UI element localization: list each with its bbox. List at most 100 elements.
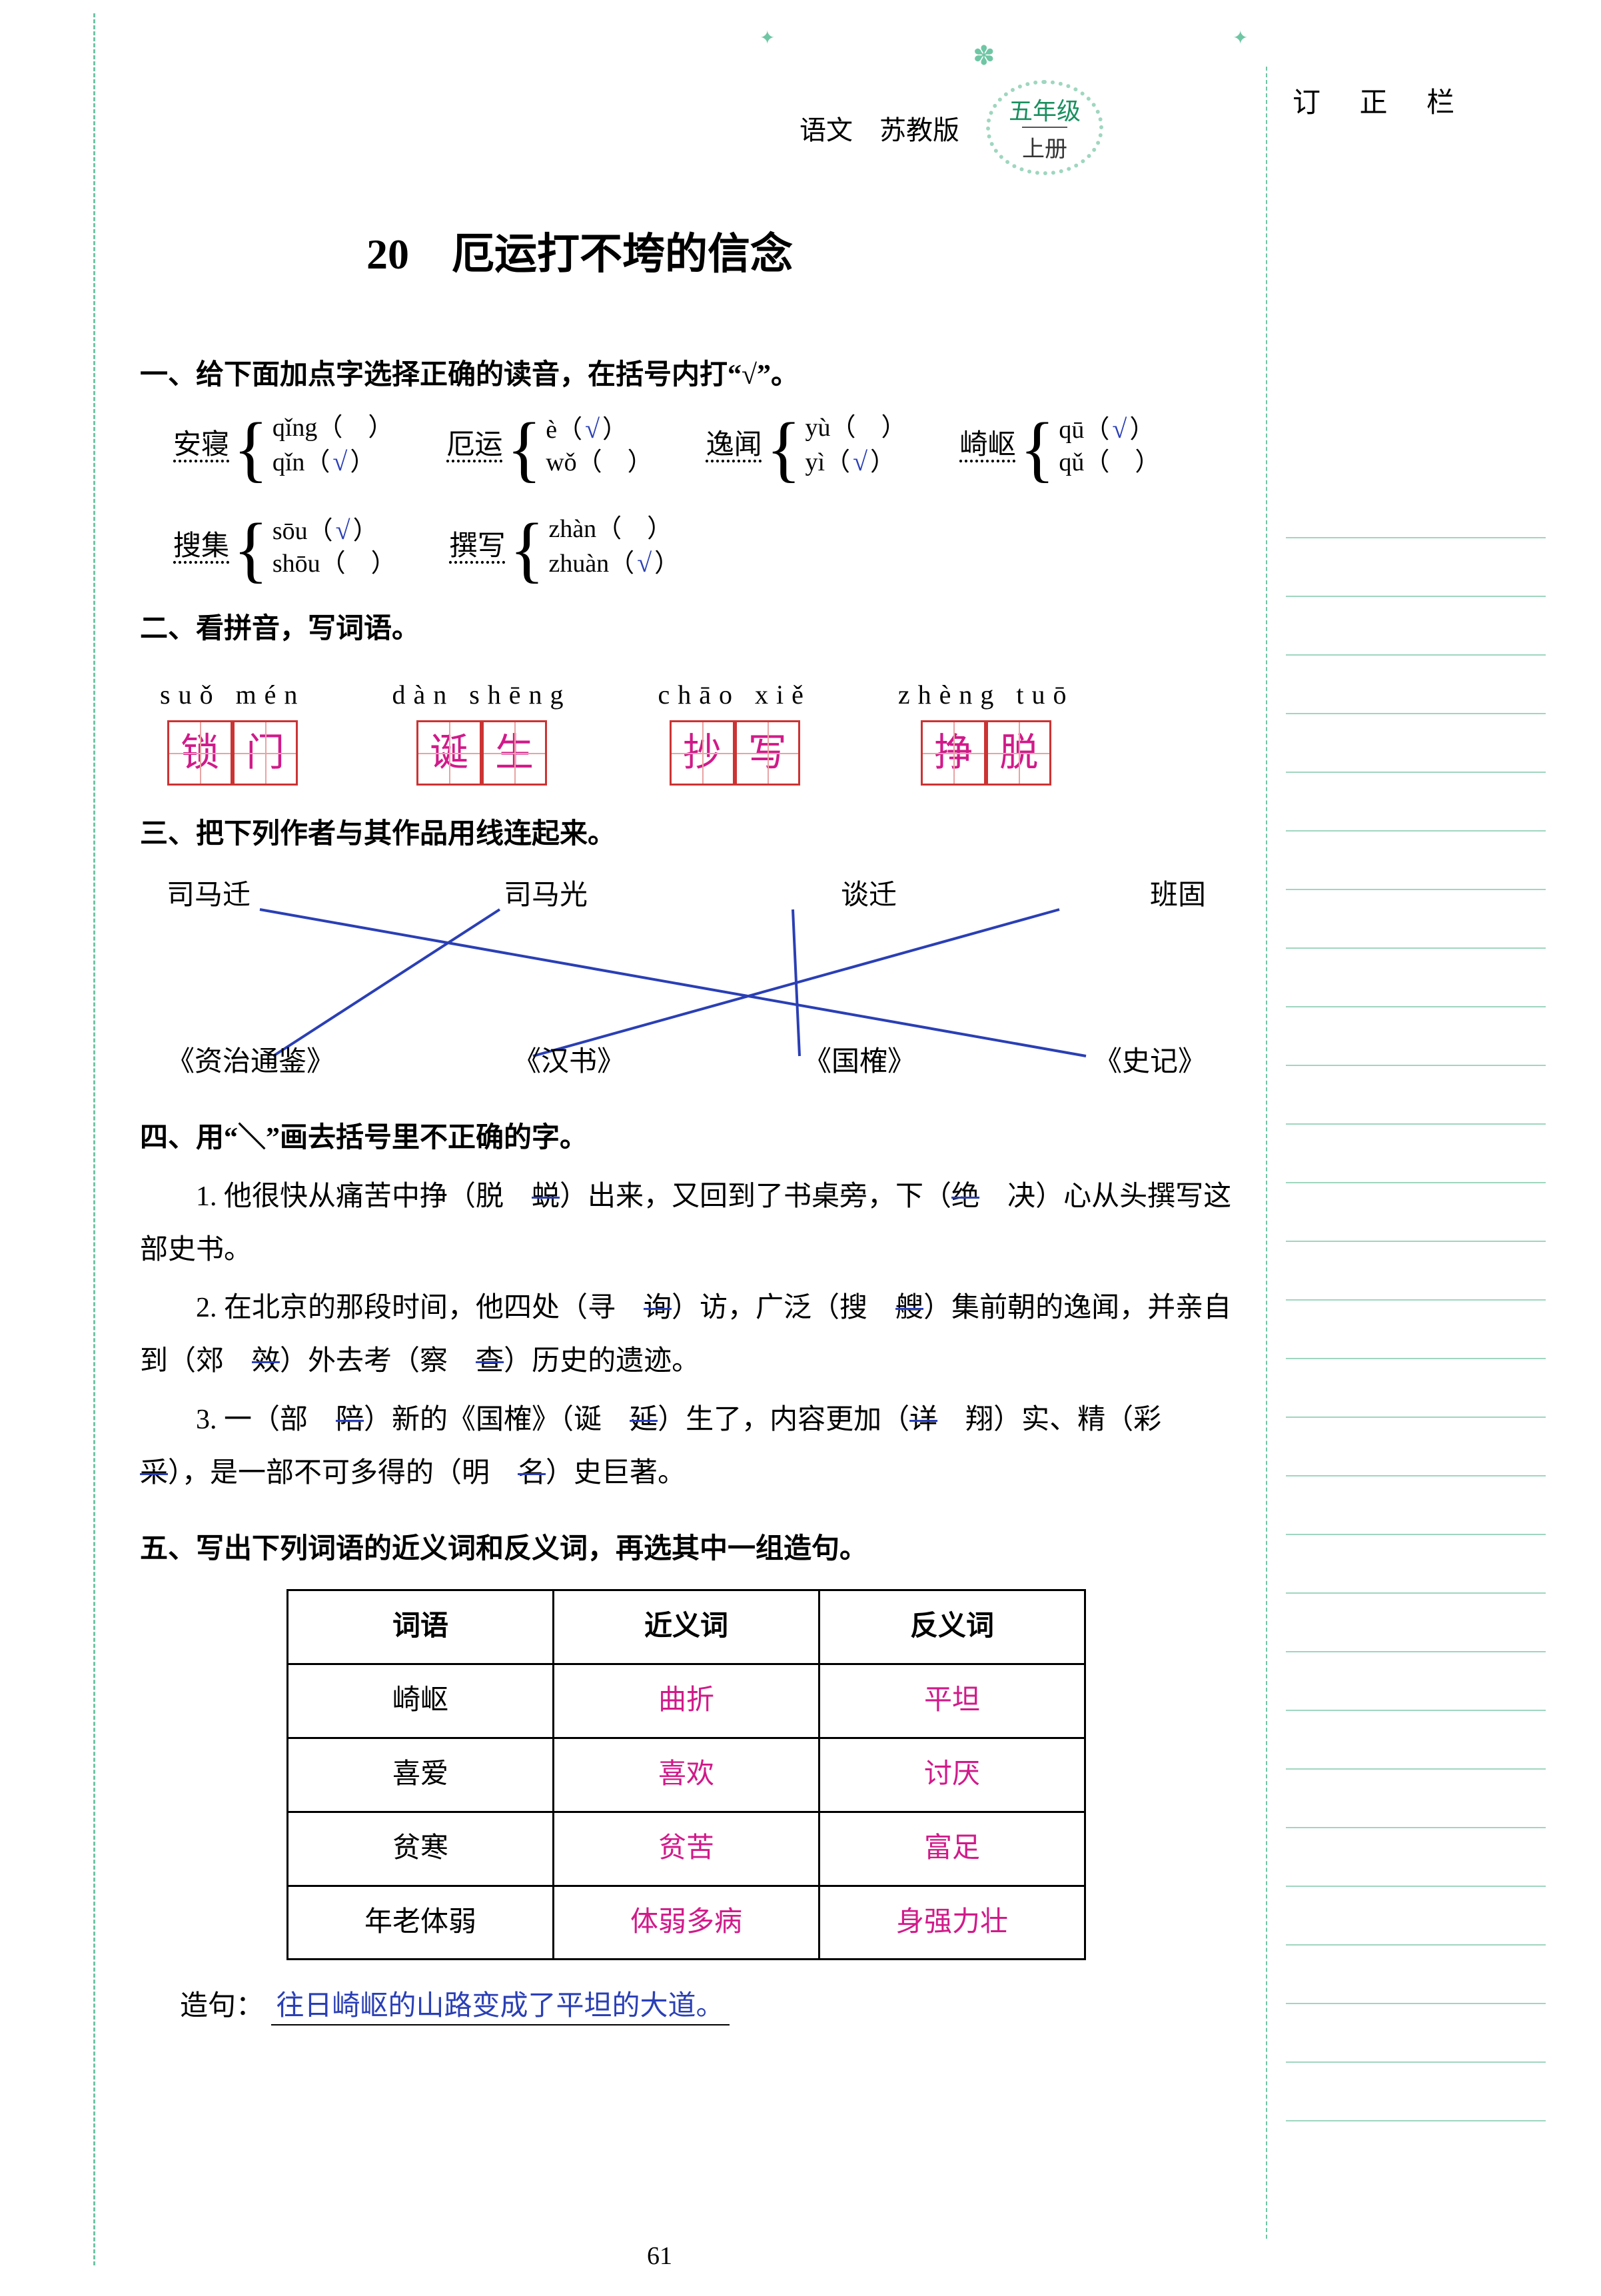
q5-synonym: 体弱多病 [554, 1886, 819, 1960]
q4-text: 3. 一（部 [196, 1405, 336, 1435]
brace-icon: { [233, 419, 268, 478]
q1-item: 搜集 { sōu（√） shōu（ ） [173, 513, 396, 581]
brace-icon: { [766, 419, 801, 478]
q5-synonym: 喜欢 [554, 1738, 819, 1812]
q5-word: 喜爱 [288, 1738, 554, 1812]
q1-word: 撰写 [450, 520, 506, 574]
q1-word: 搜集 [173, 520, 229, 574]
q2-heading: 二、看拼音，写词语。 [140, 603, 1233, 656]
q5-antonym: 平坦 [819, 1664, 1085, 1738]
correction-column-title: 订 正 栏 [1293, 80, 1546, 121]
q4-body: 1. 他很快从痛苦中挣（脱 蜕）出来，又回到了书桌旁，下（绝 决）心从头撰写这部… [140, 1171, 1233, 1500]
table-row: 崎岖 曲折 平坦 [288, 1664, 1085, 1738]
q5-antonym: 身强力壮 [819, 1886, 1085, 1960]
q4-text: ）访，广泛（搜 [672, 1293, 895, 1323]
q1-options: sōu（√） shōu（ ） [272, 513, 396, 581]
page-header: 语文 苏教版 五年级 上册 [800, 80, 1266, 175]
table-row: 贫寒 贫苦 富足 [288, 1812, 1085, 1886]
q5-antonym: 富足 [819, 1812, 1085, 1886]
grade-top: 五年级 [1009, 92, 1081, 127]
left-dashed-margin [93, 13, 95, 2265]
q5-synonym: 曲折 [554, 1664, 819, 1738]
q3-heading: 三、把下列作者与其作品用线连起来。 [140, 808, 1233, 861]
brace-icon: { [510, 520, 545, 578]
q4-strike: 详 [909, 1405, 937, 1435]
q4-strike: 名 [518, 1458, 546, 1488]
q4-text: ），是一部不可多得的（明 [168, 1458, 518, 1488]
q5-word: 崎岖 [288, 1664, 554, 1738]
q1-item: 逸闻 { yù（ ） yì（√） [706, 412, 907, 480]
table-row: 年老体弱 体弱多病 身强力壮 [288, 1886, 1085, 1960]
q2-row: suǒ mén 锁门 dàn shēng 诞生 chāo xiě 抄写 zhèn… [160, 670, 1233, 786]
q1-item: 安寝 { qǐng（ ） qǐn（√） [173, 412, 393, 480]
q5-table: 词语 近义词 反义词 崎岖 曲折 平坦 喜爱 喜欢 讨厌 贫寒 贫苦 富足 年老… [286, 1589, 1086, 1960]
q1-item: 厄运 { è（√） wǒ（ ） [446, 412, 652, 480]
q5-synonym: 贫苦 [554, 1812, 819, 1886]
q1-options: yù（ ） yì（√） [805, 412, 907, 480]
brace-icon: { [506, 419, 542, 478]
q1-word: 崎岖 [960, 419, 1016, 472]
q4-strike: 艘 [895, 1293, 923, 1323]
q4-text: ）出来，又回到了书桌旁，下（ [560, 1181, 951, 1212]
q4-strike: 询 [644, 1293, 672, 1323]
q1-word: 厄运 [446, 419, 502, 472]
q5-antonym: 讨厌 [819, 1738, 1085, 1812]
q1-options: qǐng（ ） qǐn（√） [272, 412, 394, 480]
q1-item: 撰写 { zhàn（ ） zhuàn（√） [450, 513, 680, 581]
q2-item: zhèng tuō 挣脱 [898, 670, 1075, 786]
q2-item: dàn shēng 诞生 [392, 670, 571, 786]
sentence-label: 造句： [180, 1991, 264, 2021]
q2-pinyin: chāo xiě [658, 670, 811, 720]
char-box: 生 [482, 720, 547, 786]
q5-word: 年老体弱 [288, 1886, 554, 1960]
q1-item: 崎岖 { qū（√） qǔ（ ） [960, 412, 1161, 480]
subject-label: 语文 [800, 109, 853, 147]
q4-strike: 采 [140, 1458, 168, 1488]
q5-col-word: 词语 [288, 1590, 554, 1664]
q4-text: ）史巨著。 [546, 1458, 686, 1488]
q1-heading: 一、给下面加点字选择正确的读音，在括号内打“√”。 [140, 349, 1233, 402]
q1-options: qū（√） qǔ（ ） [1059, 412, 1160, 480]
q2-item: chāo xiě 抄写 [658, 670, 811, 786]
q1-options: è（√） wǒ（ ） [546, 412, 652, 480]
lesson-title: 20 厄运打不垮的信念 [366, 220, 793, 281]
q4-text: ）生了，内容更加（ [658, 1405, 909, 1435]
q4-strike: 延 [630, 1405, 658, 1435]
q3-work: 《汉书》 [513, 1036, 625, 1089]
char-box: 挣 [921, 720, 986, 786]
char-box: 脱 [986, 720, 1051, 786]
q4-strike: 蜕 [532, 1181, 560, 1212]
q4-heading: 四、用“＼”画去括号里不正确的字。 [140, 1112, 1233, 1165]
q4-text: 翔）实、精（彩 [937, 1405, 1189, 1435]
table-row: 喜爱 喜欢 讨厌 [288, 1738, 1085, 1812]
q2-pinyin: suǒ mén [160, 670, 305, 720]
q3-work: 《史记》 [1094, 1036, 1206, 1089]
q2-pinyin: zhèng tuō [898, 670, 1075, 720]
q1-options: zhàn（ ） zhuàn（√） [548, 513, 680, 581]
decorative-dot-icon: ✽ [973, 40, 995, 71]
char-box: 门 [233, 720, 298, 786]
q4-text: ）历史的遗迹。 [504, 1346, 700, 1377]
q4-strike: 绝 [951, 1181, 979, 1212]
page-number: 61 [53, 2241, 1266, 2271]
right-column-divider [1266, 67, 1267, 2239]
q1-group: 安寝 { qǐng（ ） qǐn（√） 厄运 { è（√） wǒ（ ） 逸闻 {… [173, 412, 1233, 581]
q3-work: 《资治通鉴》 [167, 1036, 334, 1089]
q5-col-antonym: 反义词 [819, 1590, 1085, 1664]
q2-item: suǒ mén 锁门 [160, 670, 305, 786]
grade-badge: 五年级 上册 [986, 80, 1103, 175]
q2-pinyin: dàn shēng [392, 670, 571, 720]
q4-text: 2. 在北京的那段时间，他四处（寻 [196, 1293, 644, 1323]
grade-bottom: 上册 [1022, 127, 1067, 163]
char-box: 诞 [416, 720, 482, 786]
worksheet-content: 一、给下面加点字选择正确的读音，在括号内打“√”。 安寝 { qǐng（ ） q… [140, 326, 1233, 2033]
q5-col-synonym: 近义词 [554, 1590, 819, 1664]
q4-text: ）新的《国榷》（诞 [364, 1405, 630, 1435]
q4-strike: 查 [476, 1346, 504, 1377]
q4-strike: 陪 [336, 1405, 364, 1435]
q4-text: 1. 他很快从痛苦中挣（脱 [196, 1181, 532, 1212]
q5-word: 贫寒 [288, 1812, 554, 1886]
brace-icon: { [1020, 419, 1055, 478]
correction-column-lines [1286, 480, 1546, 2121]
q3-work: 《国榷》 [803, 1036, 915, 1089]
